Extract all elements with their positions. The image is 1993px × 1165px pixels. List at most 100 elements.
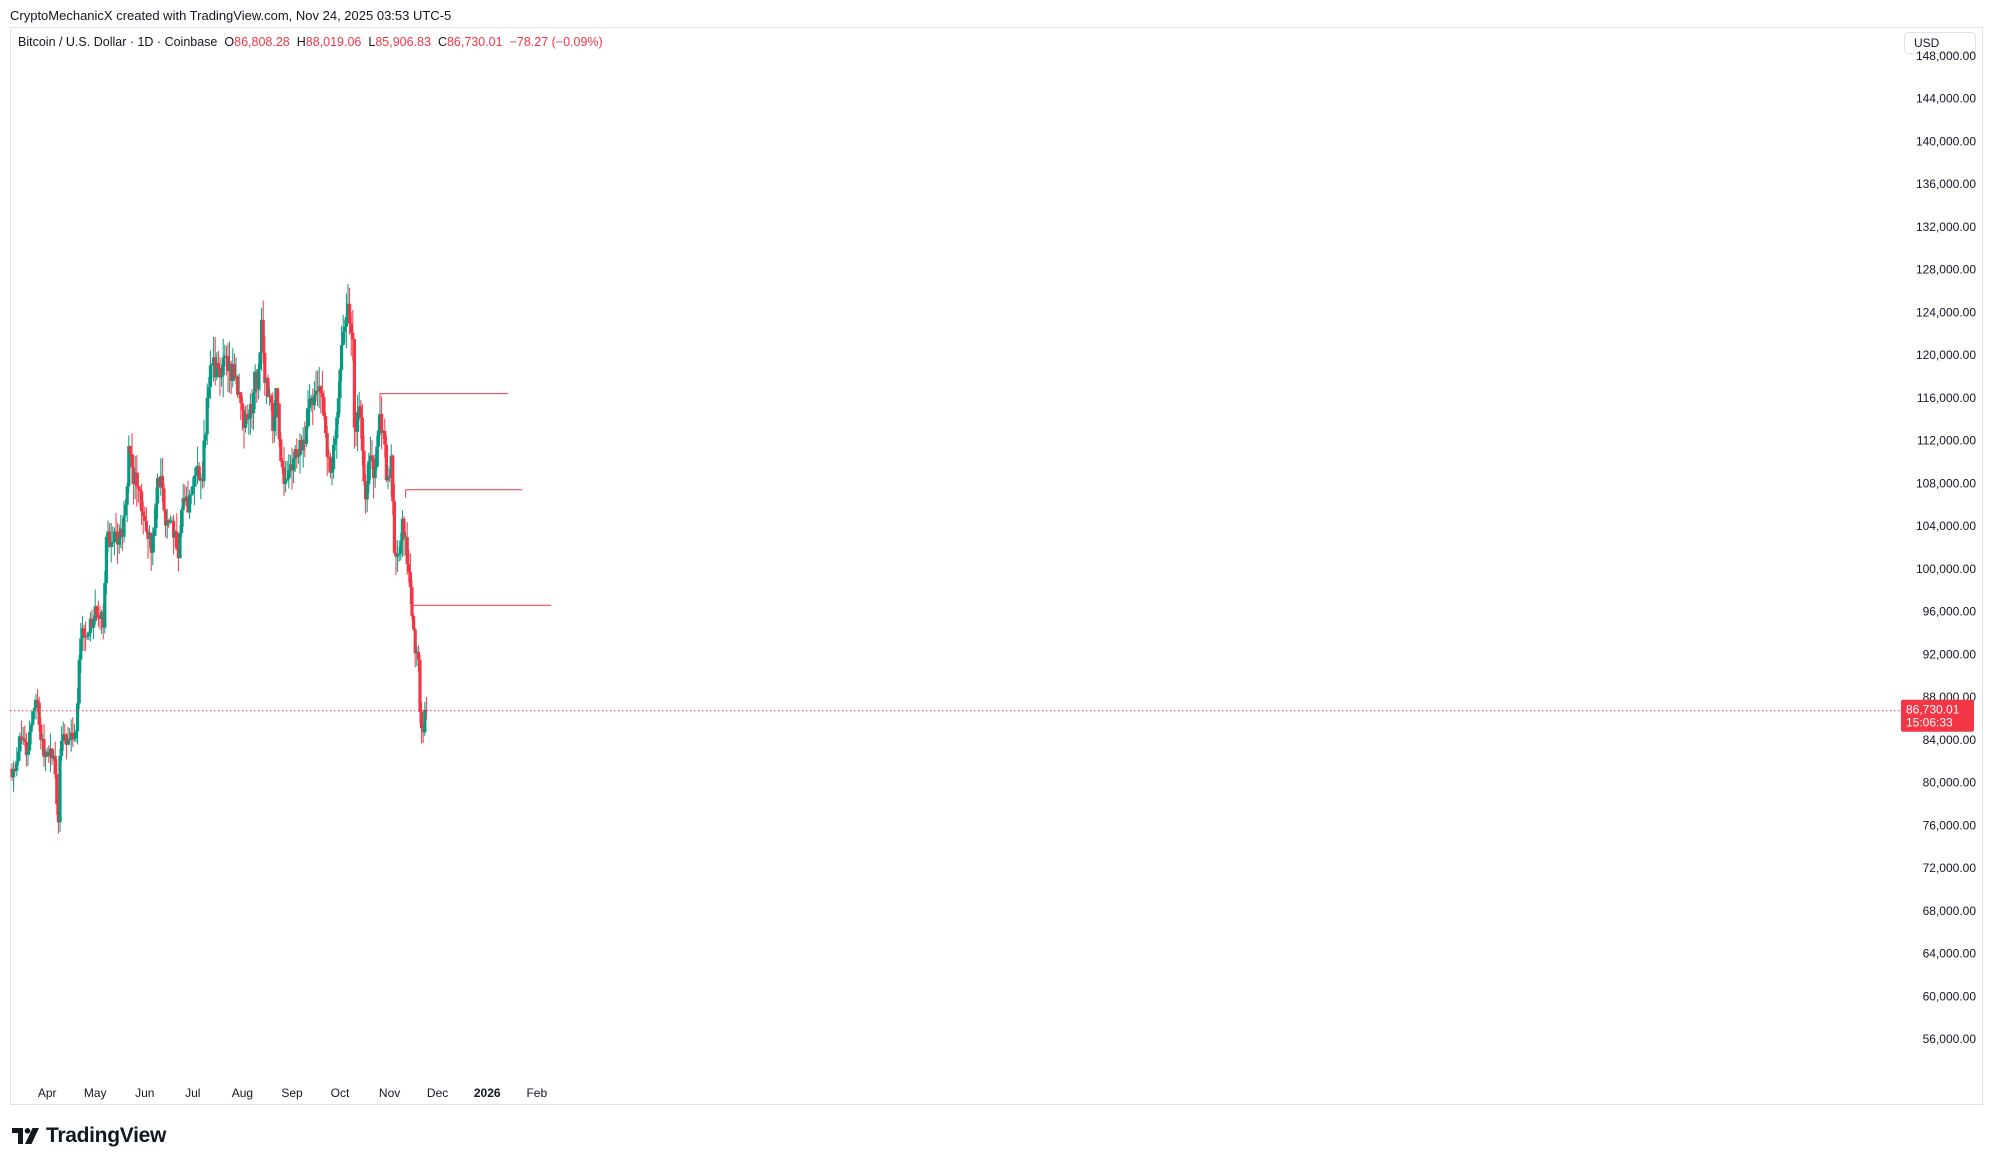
- candle-body: [152, 528, 156, 536]
- candle-body: [156, 478, 160, 504]
- candle-body: [87, 633, 91, 636]
- last-price-badge: [1901, 699, 1974, 732]
- y-tick-label: 60,000.00: [1923, 989, 1977, 1003]
- candle-body: [111, 542, 115, 544]
- candle-body: [143, 515, 147, 521]
- candle-body: [292, 458, 296, 471]
- candle-body: [138, 488, 142, 492]
- candle-body: [82, 628, 86, 637]
- candle-body: [231, 364, 235, 381]
- open-value: 86,808.28: [234, 35, 290, 49]
- candle-body: [319, 386, 323, 394]
- candle-body: [39, 724, 43, 740]
- candle-body: [348, 303, 352, 324]
- candle-body: [320, 393, 324, 398]
- candle-body: [336, 398, 340, 418]
- candle-body: [204, 434, 208, 441]
- y-tick-label: 104,000.00: [1916, 519, 1976, 533]
- candle-body: [36, 699, 40, 703]
- x-tick-label: Aug: [232, 1086, 253, 1100]
- candle-body: [359, 406, 363, 418]
- symbol-legend[interactable]: Bitcoin / U.S. Dollar · 1D · Coinbase O86…: [18, 35, 603, 49]
- candle-body: [216, 363, 220, 368]
- candle-body: [380, 413, 384, 434]
- candle-body: [324, 416, 328, 434]
- candle-body: [373, 467, 377, 479]
- y-tick-label: 140,000.00: [1916, 134, 1976, 148]
- candle-body: [394, 552, 398, 557]
- candle-body: [277, 403, 281, 440]
- candle-body: [189, 494, 193, 496]
- candle-body: [66, 738, 70, 745]
- low-label: L: [368, 35, 376, 49]
- candle-body: [391, 455, 395, 502]
- y-tick-label: 64,000.00: [1923, 947, 1977, 961]
- candle-body: [117, 537, 121, 545]
- candle-body: [236, 376, 240, 395]
- candle-body: [77, 659, 81, 704]
- candle-body: [45, 751, 49, 756]
- candle-body: [154, 503, 158, 529]
- candle-body: [287, 470, 291, 480]
- candle-body: [397, 553, 401, 555]
- y-tick-label: 116,000.00: [1917, 391, 1976, 405]
- open-label: O: [224, 35, 235, 49]
- x-tick-label: 2026: [474, 1086, 501, 1100]
- candle-body: [175, 531, 179, 550]
- candle-body: [135, 472, 139, 487]
- candle-body: [61, 734, 65, 741]
- candle-body: [71, 732, 75, 739]
- y-tick-label: 80,000.00: [1923, 776, 1977, 790]
- candle-body: [202, 440, 206, 482]
- candle-body: [144, 520, 148, 532]
- candle-body: [79, 638, 83, 660]
- candle-body: [215, 363, 219, 378]
- candle-body: [322, 397, 326, 417]
- x-tick-label: Nov: [379, 1086, 400, 1100]
- candle-body: [239, 392, 243, 404]
- candle-body: [192, 475, 196, 487]
- candle-body: [210, 364, 214, 366]
- candle-body: [109, 542, 113, 547]
- candle-body: [58, 755, 62, 823]
- candle-body: [44, 755, 48, 758]
- candle-body: [247, 418, 251, 420]
- high-value: 88,019.06: [305, 35, 362, 49]
- candle-body: [282, 467, 286, 484]
- candle-body: [72, 738, 76, 740]
- candle-body: [136, 486, 140, 489]
- candle-body: [95, 606, 99, 616]
- close-value: 86,730.01: [446, 35, 503, 49]
- candle-body: [410, 587, 414, 616]
- y-tick-label: 72,000.00: [1923, 861, 1977, 875]
- candle-body: [29, 724, 33, 732]
- high-label: H: [296, 35, 306, 49]
- candle-body: [130, 454, 134, 468]
- candle-body: [151, 535, 155, 553]
- candle-body: [141, 511, 145, 516]
- candle-body: [332, 444, 336, 470]
- candle-body: [263, 352, 267, 383]
- tradingview-brand[interactable]: TradingView: [12, 1123, 166, 1149]
- candle-body: [221, 357, 225, 376]
- currency-selector[interactable]: USD: [1904, 32, 1976, 54]
- candle-body: [413, 629, 417, 654]
- candle-body: [103, 583, 107, 628]
- candle-body: [352, 339, 356, 428]
- candle-body: [232, 364, 236, 379]
- tradingview-wordmark: TradingView: [46, 1124, 167, 1147]
- candle-body: [365, 484, 369, 500]
- candle-body: [125, 486, 129, 505]
- candle-body: [258, 352, 262, 369]
- candle-body: [244, 414, 248, 428]
- candle-body: [335, 417, 339, 439]
- candle-body: [114, 531, 118, 533]
- candle-body: [269, 395, 273, 403]
- candle-body: [396, 555, 400, 557]
- candle-body: [240, 403, 244, 411]
- candle-body: [178, 533, 182, 559]
- candle-body: [370, 455, 374, 459]
- y-tick-label: 148,000.00: [1916, 49, 1976, 63]
- candle-body: [15, 761, 19, 771]
